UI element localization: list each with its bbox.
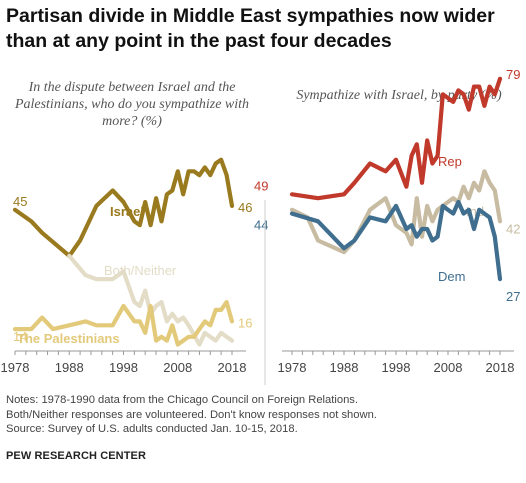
- series-label: Rep: [438, 154, 462, 169]
- x-tick-label: 1998: [109, 360, 138, 375]
- x-tick-label: 1998: [382, 360, 411, 375]
- left-chart-subtitle: In the dispute between Israel and the Pa…: [14, 80, 250, 129]
- x-tick-label: 2018: [218, 360, 247, 375]
- x-tick-label: 1978: [278, 360, 307, 375]
- start-value-label: 14: [13, 329, 27, 344]
- series-line-both-neither: [67, 253, 235, 347]
- series-line-israel: [12, 157, 235, 258]
- note-line-1: Notes: 1978-1990 data from the Chicago C…: [6, 394, 358, 406]
- x-tick-label: 2008: [434, 360, 463, 375]
- source-line: Source: Survey of U.S. adults conducted …: [6, 423, 298, 435]
- series-label: Dem: [438, 269, 465, 284]
- end-value-label: 16: [238, 315, 252, 330]
- end-value-label: 79: [506, 67, 520, 82]
- x-tick-label: 2018: [486, 360, 515, 375]
- x-tick-label: 2008: [163, 360, 192, 375]
- start-value-label: 49: [254, 178, 268, 193]
- note-line-2: Both/Neither responses are volunteered. …: [6, 408, 377, 421]
- series-line-dem: [289, 199, 503, 282]
- page-title: Partisan divide in Middle East sympathie…: [6, 5, 495, 52]
- source-organization: PEW RESEARCH CENTER: [6, 450, 147, 462]
- x-tick-label: 1988: [330, 360, 359, 375]
- end-value-label: 27: [506, 289, 520, 304]
- start-value-label: 45: [13, 194, 27, 209]
- x-tick-label: 1978: [1, 360, 30, 375]
- series-line-rep: [289, 76, 503, 201]
- end-value-label: 42: [506, 221, 520, 236]
- series-line-the-palestinians: [12, 300, 235, 347]
- series-label: The Palestinians: [17, 331, 120, 346]
- notes: Notes: 1978-1990 data from the Chicago C…: [6, 393, 521, 437]
- end-value-label: 46: [238, 200, 252, 215]
- x-tick-label: 1988: [55, 360, 84, 375]
- series-label: Both/Neither: [104, 263, 177, 278]
- start-value-label: 44: [254, 218, 268, 233]
- series-label: Israel: [110, 204, 144, 219]
